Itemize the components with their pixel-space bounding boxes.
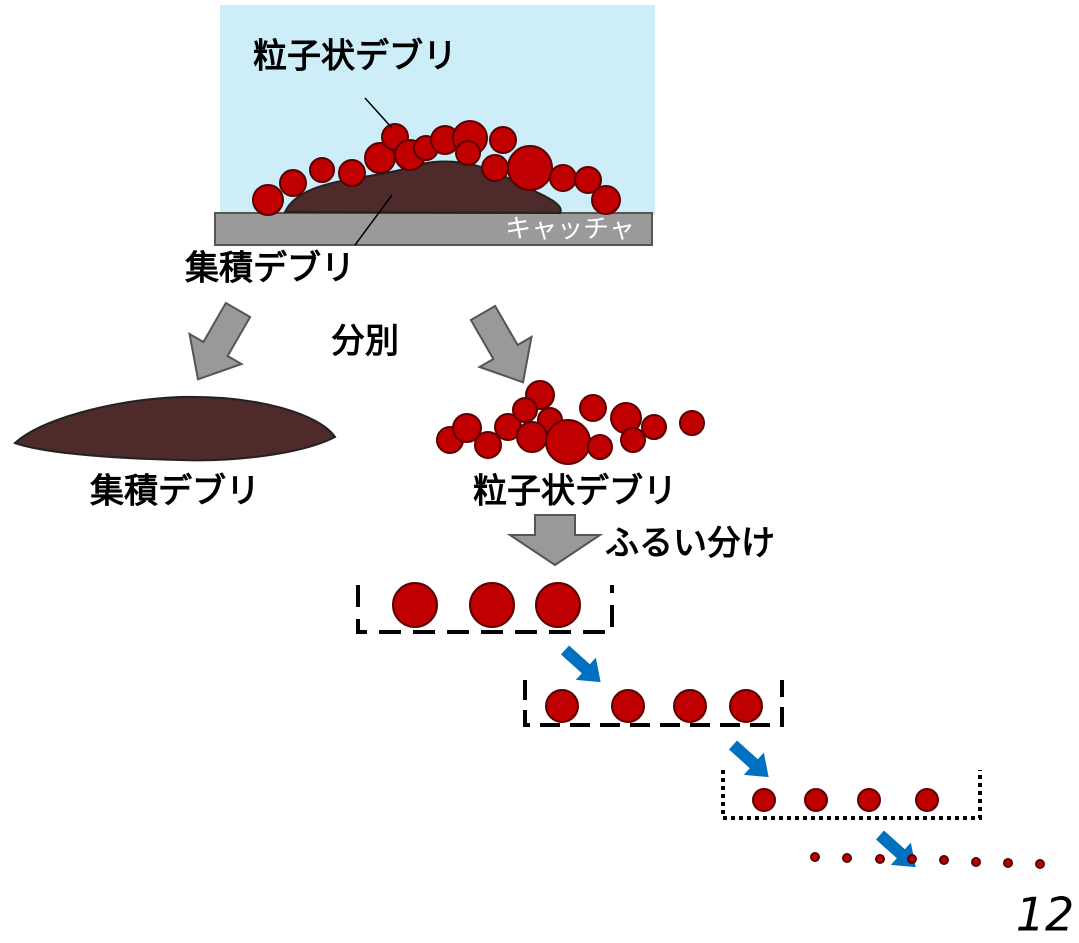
cake-label: 集積デブリ (184, 249, 355, 289)
particles-top (252, 120, 621, 216)
leader (354, 194, 393, 246)
catcher-label: キャッチャ (505, 215, 635, 245)
page-number: 12 (1016, 888, 1075, 942)
catcher (214, 212, 653, 246)
particles-medium (545, 689, 763, 723)
particles-sorted (436, 380, 705, 465)
sort-arrows (188, 301, 604, 567)
particle-label: 粒子状デブリ (253, 37, 457, 77)
blue-arrows (560, 645, 916, 868)
leader (364, 97, 393, 129)
sort-label: 分別 (331, 322, 399, 362)
right-label: 粒子状デブリ (473, 472, 677, 512)
particles-large (392, 582, 581, 628)
cake-debris-sorted (13, 395, 337, 462)
particles-small (752, 788, 939, 812)
sieve-box (356, 585, 614, 634)
sieve-label: ふるい分け (605, 524, 775, 564)
particles-tiny (810, 852, 1045, 869)
left-label: 集積デブリ (89, 472, 260, 512)
sieve-box (721, 770, 982, 820)
